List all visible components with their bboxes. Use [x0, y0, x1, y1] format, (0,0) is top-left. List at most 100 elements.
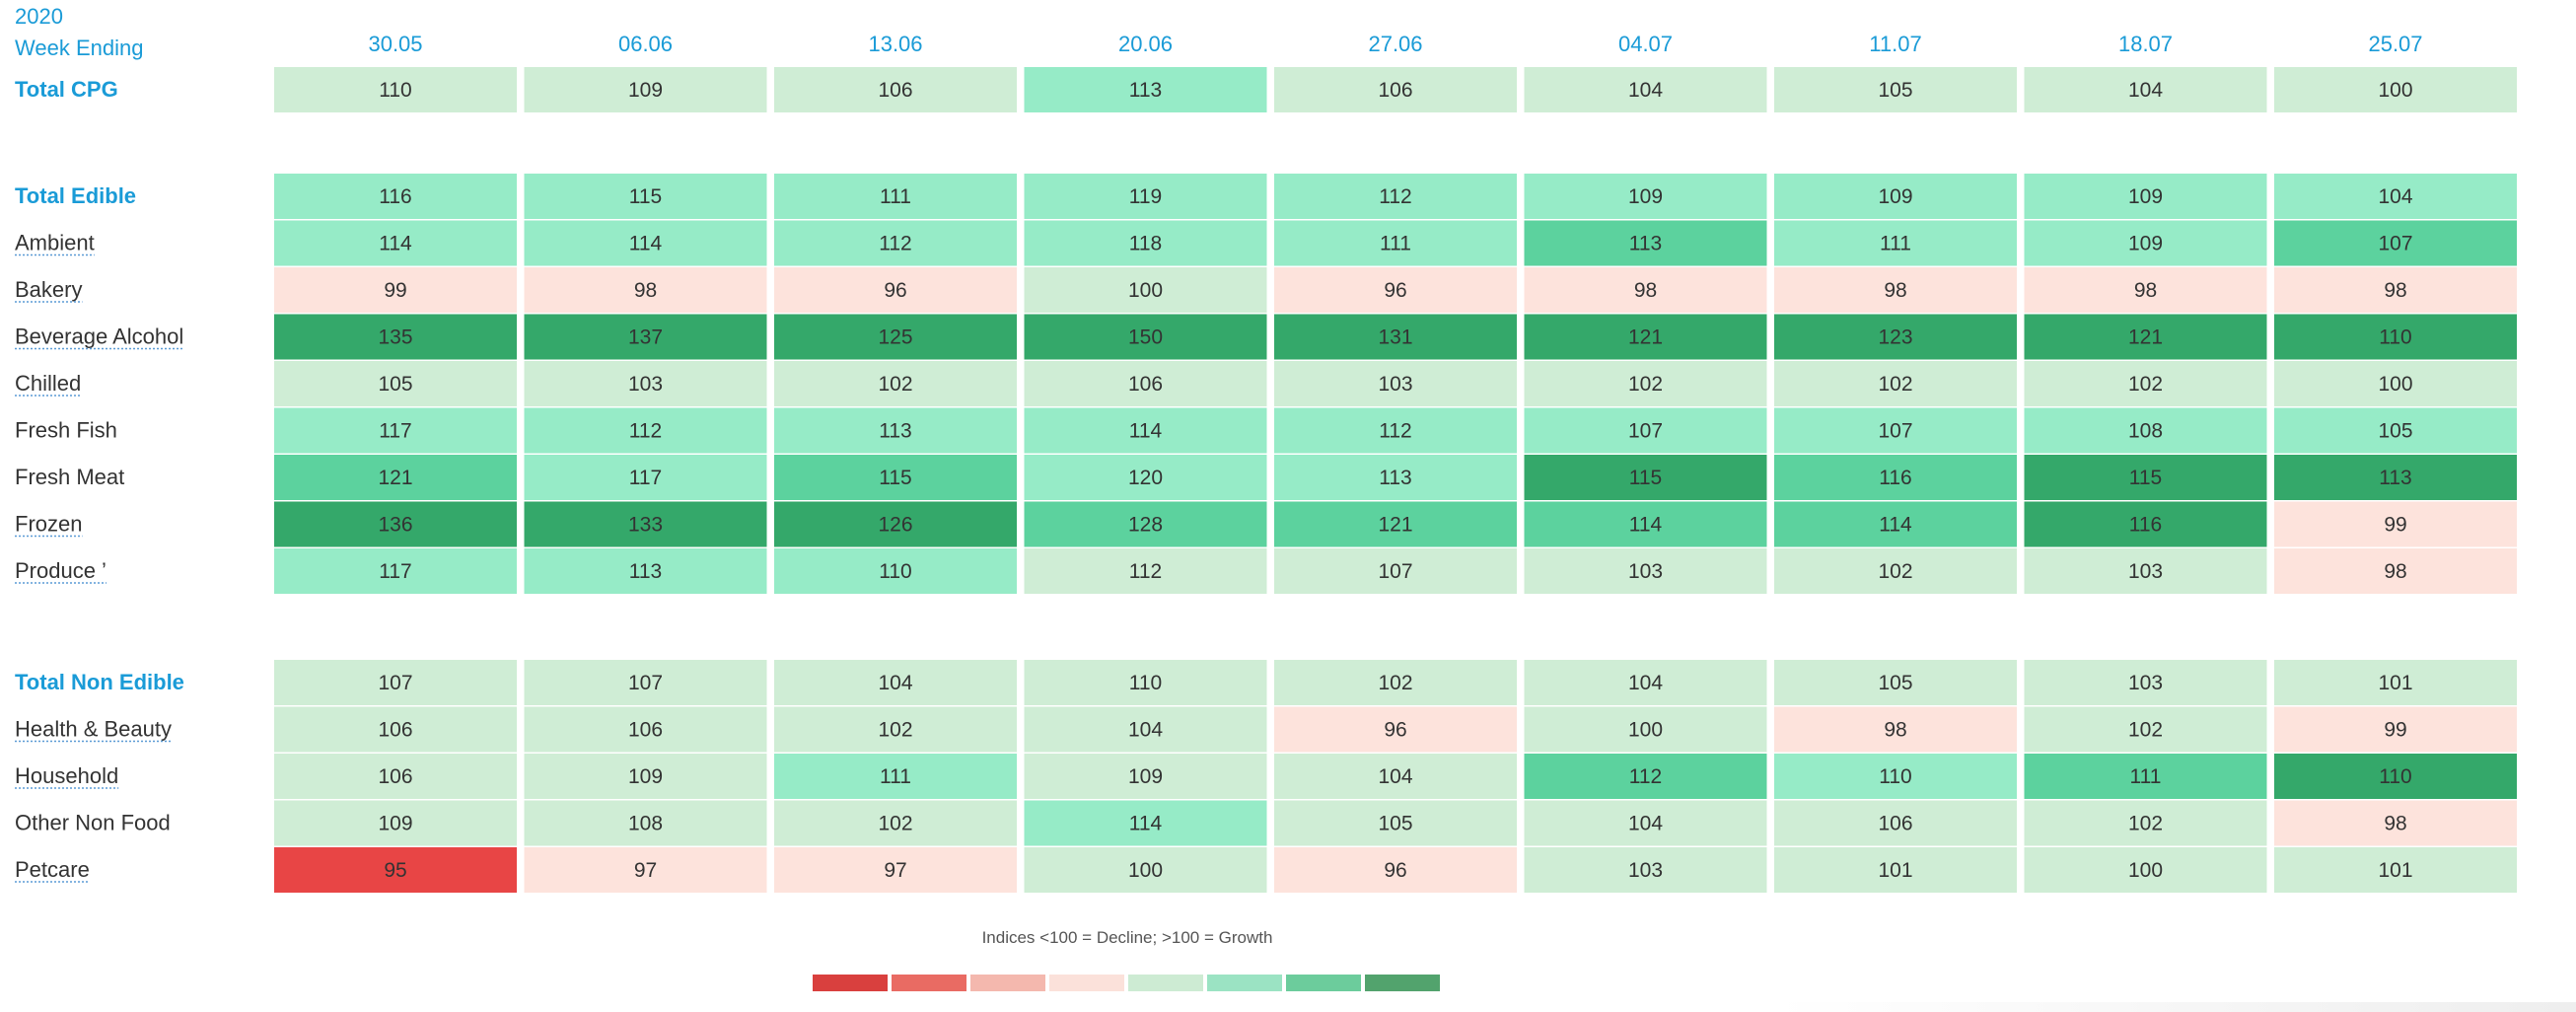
legend-swatch — [1049, 975, 1124, 991]
heatmap-cell — [524, 314, 767, 360]
cell-value: 135 — [378, 326, 412, 349]
heatmap-cell — [1774, 660, 2017, 705]
heatmap-cell — [2274, 67, 2517, 112]
legend-swatch — [1207, 975, 1282, 991]
heatmap-cell — [1274, 660, 1517, 705]
heatmap-cell — [2024, 267, 2267, 313]
cell-value: 106 — [1128, 373, 1163, 396]
cell-value: 98 — [2384, 560, 2406, 583]
heatmap-cell — [274, 847, 517, 893]
heatmap-cell — [2274, 407, 2517, 454]
heatmap-cell — [524, 361, 767, 406]
row-label: Health & Beauty — [15, 717, 172, 742]
column-header: 30.05 — [368, 32, 422, 56]
cell-value: 131 — [1378, 326, 1412, 349]
cell-value: 109 — [2128, 233, 2163, 255]
heatmap-cell — [774, 501, 1017, 547]
cell-value: 126 — [878, 514, 912, 537]
cell-value: 102 — [878, 813, 912, 835]
cell-value: 107 — [1378, 560, 1412, 583]
cell-value: 115 — [629, 185, 662, 208]
cell-value: 97 — [634, 859, 657, 882]
heatmap-cell — [2024, 847, 2267, 893]
heatmap-cell — [774, 660, 1017, 705]
cell-value: 112 — [629, 420, 662, 443]
cell-value: 100 — [1628, 719, 1663, 742]
cell-value: 107 — [1628, 420, 1663, 443]
heatmap-cell — [1274, 267, 1517, 313]
cell-value: 105 — [1878, 672, 1912, 694]
bottom-edge-shadow — [1775, 1002, 2576, 1012]
cell-value: 100 — [2128, 859, 2163, 882]
legend-swatch — [813, 975, 888, 991]
heatmap-cell — [274, 314, 517, 360]
row-label: Frozen — [15, 512, 82, 537]
cell-value: 111 — [880, 185, 911, 208]
cell-value: 99 — [384, 279, 406, 302]
cell-value: 116 — [379, 185, 411, 208]
heatmap-cell — [1774, 754, 2017, 799]
cell-value: 108 — [2128, 420, 2163, 443]
heatmap-cell — [274, 220, 517, 266]
cell-value: 112 — [1379, 420, 1411, 443]
cell-value: 106 — [878, 79, 912, 102]
heatmap-cell — [774, 407, 1017, 454]
cell-value: 98 — [1884, 279, 1906, 302]
cell-value: 99 — [2384, 514, 2406, 537]
heatmap-cell — [1774, 800, 2017, 846]
heatmap-cell — [2024, 361, 2267, 406]
heatmap-cell — [774, 548, 1017, 594]
heatmap-cell — [1774, 361, 2017, 406]
heatmap-cell — [774, 706, 1017, 753]
legend-swatch — [1286, 975, 1361, 991]
cell-value: 121 — [1628, 326, 1663, 349]
heatmap-cell — [1774, 314, 2017, 360]
heatmap-cell — [2274, 455, 2517, 500]
cell-value: 115 — [2129, 467, 2162, 489]
cell-value: 98 — [634, 279, 657, 302]
cell-value: 123 — [1878, 326, 1912, 349]
cell-value: 102 — [1628, 373, 1663, 396]
heatmap-cell — [1524, 706, 1767, 753]
cell-value: 114 — [1129, 813, 1163, 835]
heatmap-cell — [1024, 548, 1267, 594]
heatmap-cell — [524, 267, 767, 313]
heatmap-cell — [1524, 174, 1767, 219]
cell-value: 137 — [628, 326, 663, 349]
column-header: 04.07 — [1618, 32, 1673, 56]
cell-value: 111 — [1880, 233, 1911, 255]
heatmap-cell — [2274, 706, 2517, 753]
heatmap-cell — [2024, 455, 2267, 500]
heatmap-cell — [1524, 267, 1767, 313]
row-label: Total CPG — [15, 77, 118, 102]
heatmap-cell — [1524, 501, 1767, 547]
cell-value: 95 — [384, 859, 406, 882]
cell-value: 113 — [629, 560, 662, 583]
heatmap-cell — [274, 800, 517, 846]
heatmap-cell — [1274, 314, 1517, 360]
heatmap-cell — [1774, 67, 2017, 112]
heatmap-cell — [1274, 174, 1517, 219]
cell-value: 109 — [628, 79, 663, 102]
cell-value: 133 — [628, 514, 663, 537]
heatmap-cell — [274, 455, 517, 500]
heatmap-cell — [2024, 660, 2267, 705]
cell-value: 114 — [379, 233, 412, 255]
heatmap-cell — [1274, 220, 1517, 266]
heatmap-cell — [774, 455, 1017, 500]
heatmap-cell — [1024, 407, 1267, 454]
heatmap-cell — [774, 847, 1017, 893]
cell-value: 150 — [1128, 326, 1163, 349]
cell-value: 106 — [378, 719, 412, 742]
heatmap-cell — [524, 220, 767, 266]
cell-value: 98 — [1884, 719, 1906, 742]
cell-value: 98 — [2384, 813, 2406, 835]
cell-value: 106 — [1878, 813, 1912, 835]
cell-value: 110 — [379, 79, 411, 102]
cell-value: 98 — [2134, 279, 2157, 302]
heatmap-cell — [274, 706, 517, 753]
cell-value: 105 — [1378, 813, 1412, 835]
heatmap-cell — [1024, 314, 1267, 360]
cell-value: 96 — [1384, 279, 1406, 302]
